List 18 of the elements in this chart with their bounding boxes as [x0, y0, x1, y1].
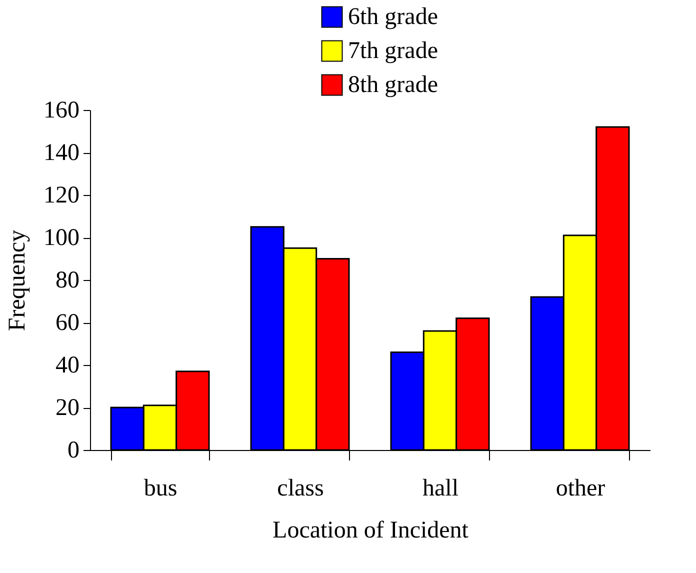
y-tick-label: 20 [56, 395, 80, 421]
x-tick-label: other [556, 476, 606, 502]
y-tick-label: 60 [56, 310, 80, 336]
x-tick-label: bus [144, 476, 178, 502]
y-axis-title: Frequency [4, 230, 30, 332]
y-tick-label: 140 [44, 140, 80, 166]
legend-label: 7th grade [348, 38, 438, 64]
y-tick-label: 100 [44, 225, 80, 251]
x-axis-title: Location of Incident [272, 518, 469, 544]
y-tick-label: 160 [44, 98, 80, 124]
x-tick-label: class [277, 476, 324, 502]
y-tick-label: 0 [68, 438, 80, 464]
y-tick-label: 80 [56, 268, 80, 294]
x-tick-label: hall [422, 476, 459, 502]
y-tick-label: 120 [44, 182, 80, 208]
legend-label: 8th grade [348, 72, 438, 98]
legend-label: 6th grade [348, 4, 438, 30]
y-tick-label: 40 [56, 352, 80, 378]
